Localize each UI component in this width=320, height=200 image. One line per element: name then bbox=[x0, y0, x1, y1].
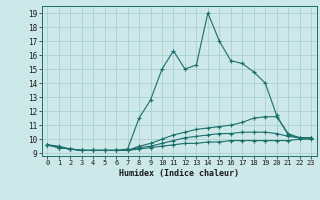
X-axis label: Humidex (Indice chaleur): Humidex (Indice chaleur) bbox=[119, 169, 239, 178]
